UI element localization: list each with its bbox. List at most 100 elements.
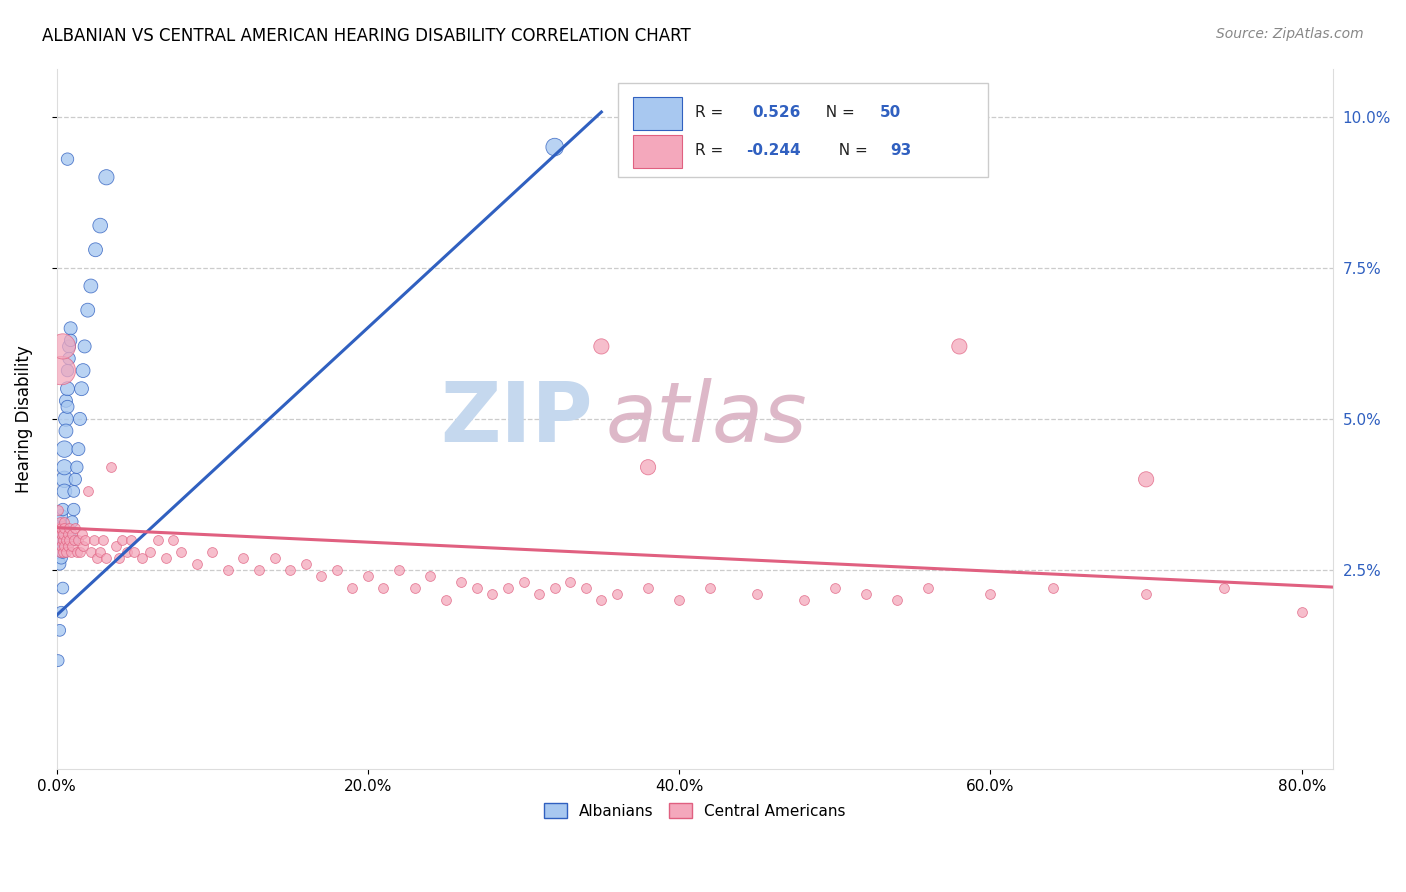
Point	[55, 424, 77, 438]
Point	[544, 140, 567, 154]
Point	[96, 550, 118, 565]
Point	[232, 550, 254, 565]
Point	[186, 557, 208, 571]
Point	[66, 545, 89, 559]
Point	[46, 521, 69, 535]
Point	[51, 550, 73, 565]
Point	[979, 587, 1001, 601]
FancyBboxPatch shape	[619, 83, 988, 178]
Point	[80, 545, 103, 559]
Point	[76, 484, 98, 499]
Point	[53, 521, 76, 535]
Text: R =: R =	[695, 143, 728, 158]
Point	[217, 563, 239, 577]
Point	[668, 593, 690, 607]
Point	[73, 339, 96, 353]
Point	[155, 550, 177, 565]
Point	[342, 581, 364, 595]
Point	[58, 351, 80, 366]
Text: N =: N =	[828, 143, 872, 158]
Point	[1291, 605, 1313, 619]
Point	[80, 279, 103, 293]
Point	[1213, 581, 1236, 595]
Point	[52, 339, 75, 353]
Point	[1135, 472, 1157, 486]
Point	[146, 533, 169, 547]
Point	[419, 569, 441, 583]
Point	[544, 581, 567, 595]
Point	[1042, 581, 1064, 595]
Text: N =: N =	[815, 105, 859, 120]
Point	[278, 563, 301, 577]
Point	[388, 563, 411, 577]
Point	[481, 587, 503, 601]
Point	[51, 521, 73, 535]
Point	[53, 460, 76, 475]
Point	[58, 533, 80, 547]
Legend: Albanians, Central Americans: Albanians, Central Americans	[538, 797, 852, 825]
Point	[591, 339, 613, 353]
Point	[48, 557, 70, 571]
Point	[59, 334, 82, 348]
Point	[60, 539, 83, 553]
Point	[65, 472, 87, 486]
FancyBboxPatch shape	[634, 96, 682, 130]
Point	[69, 412, 91, 426]
Point	[51, 539, 73, 553]
Point	[96, 170, 118, 185]
Point	[247, 563, 270, 577]
Point	[948, 339, 970, 353]
Text: ALBANIAN VS CENTRAL AMERICAN HEARING DISABILITY CORRELATION CHART: ALBANIAN VS CENTRAL AMERICAN HEARING DIS…	[42, 27, 690, 45]
Point	[60, 526, 83, 541]
Point	[55, 393, 77, 408]
Point	[59, 321, 82, 335]
Point	[170, 545, 193, 559]
Point	[84, 243, 107, 257]
Point	[55, 412, 77, 426]
Point	[637, 581, 659, 595]
Text: ZIP: ZIP	[440, 378, 593, 459]
Point	[52, 545, 75, 559]
Point	[52, 533, 75, 547]
Point	[51, 521, 73, 535]
Point	[66, 460, 89, 475]
Point	[51, 508, 73, 523]
Text: atlas: atlas	[606, 378, 807, 459]
Point	[52, 521, 75, 535]
Point	[86, 550, 108, 565]
Point	[48, 624, 70, 638]
Point	[124, 545, 146, 559]
Text: Source: ZipAtlas.com: Source: ZipAtlas.com	[1216, 27, 1364, 41]
Point	[52, 526, 75, 541]
Point	[100, 460, 122, 475]
Point	[699, 581, 721, 595]
Point	[917, 581, 939, 595]
Point	[373, 581, 395, 595]
Point	[72, 539, 94, 553]
Point	[326, 563, 349, 577]
Point	[886, 593, 908, 607]
Point	[69, 545, 91, 559]
Point	[56, 539, 79, 553]
Point	[1135, 587, 1157, 601]
Point	[404, 581, 426, 595]
Point	[62, 502, 84, 516]
Point	[527, 587, 550, 601]
Point	[62, 484, 84, 499]
Point	[56, 363, 79, 377]
Point	[53, 484, 76, 499]
Point	[263, 550, 285, 565]
Point	[72, 363, 94, 377]
Point	[115, 545, 138, 559]
Point	[51, 526, 73, 541]
Y-axis label: Hearing Disability: Hearing Disability	[15, 345, 32, 492]
Point	[56, 382, 79, 396]
Point	[575, 581, 598, 595]
Point	[309, 569, 332, 583]
Point	[46, 654, 69, 668]
Point	[48, 526, 70, 541]
Point	[357, 569, 380, 583]
Point	[55, 545, 77, 559]
Point	[465, 581, 488, 595]
Point	[46, 521, 69, 535]
